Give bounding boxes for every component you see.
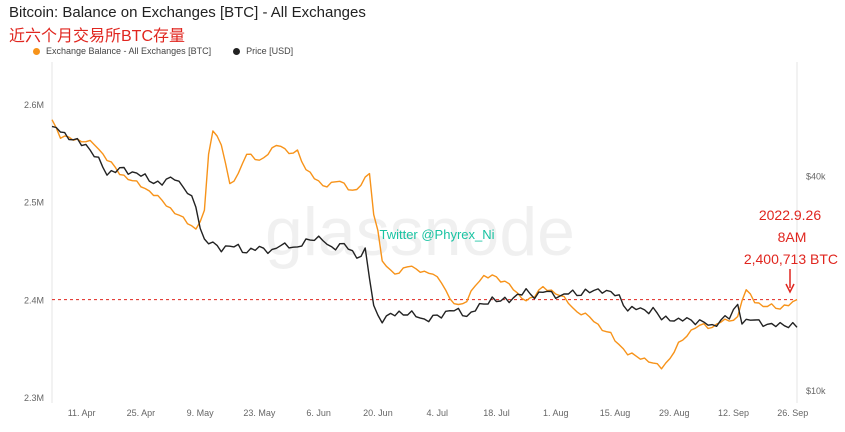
legend-item-price[interactable]: Price [USD]	[233, 46, 293, 56]
y-left-tick-2_5M: 2.5M	[24, 198, 44, 208]
x-tick-15Aug: 15. Aug	[600, 408, 631, 418]
credit-text: Twitter @Phyrex_Ni	[379, 227, 494, 242]
x-tick-20Jun: 20. Jun	[363, 408, 393, 418]
y-left-tick-2_3M: 2.3M	[24, 393, 44, 403]
x-tick-18Jul: 18. Jul	[483, 408, 510, 418]
y-right-tick-40k: $40k	[806, 171, 826, 181]
legend-swatch-exchange-balance	[33, 47, 40, 55]
chart-title: Bitcoin: Balance on Exchanges [BTC] - Al…	[9, 4, 366, 21]
legend-label-exchange-balance: Exchange Balance - All Exchanges [BTC]	[46, 46, 212, 56]
y-left-tick-2_4M: 2.4M	[24, 295, 44, 305]
annotation-date: 2022.9.26	[759, 207, 821, 223]
series-line-price	[51, 125, 798, 329]
x-tick-12Sep: 12. Sep	[718, 408, 749, 418]
x-tick-26Sep: 26. Sep	[777, 408, 808, 418]
x-tick-25Apr: 25. Apr	[127, 408, 156, 418]
x-axis-ticks: 11. Apr 25. Apr 9. May 23. May 6. Jun 20. Jun…	[68, 408, 809, 418]
chart-legend: Exchange Balance - All Exchanges [BTC] P…	[33, 46, 293, 56]
legend-label-price: Price [USD]	[246, 46, 294, 56]
x-tick-1Aug: 1. Aug	[543, 408, 569, 418]
series-line-exchange-balance	[51, 119, 798, 370]
watermark: glassnode	[265, 194, 575, 270]
x-tick-9May: 9. May	[187, 408, 215, 418]
series-layer	[51, 119, 798, 370]
y-axis-left-ticks: 2.3M 2.4M 2.5M 2.6M	[24, 100, 44, 403]
x-tick-4Jul: 4. Jul	[426, 408, 448, 418]
annotation-time: 8AM	[778, 229, 807, 245]
x-tick-29Aug: 29. Aug	[659, 408, 690, 418]
x-tick-6Jun: 6. Jun	[306, 408, 331, 418]
x-tick-23May: 23. May	[243, 408, 276, 418]
annotation-arrow-head	[785, 283, 795, 294]
y-right-tick-10k: $10k	[806, 386, 826, 396]
annotation-value: 2,400,713 BTC	[744, 251, 838, 267]
x-tick-11Apr: 11. Apr	[68, 408, 96, 418]
y-axis-right-ticks: $10k $40k	[806, 171, 826, 395]
legend-item-exchange-balance[interactable]: Exchange Balance - All Exchanges [BTC]	[33, 46, 211, 56]
chart-subtitle: 近六个月交易所BTC存量	[9, 28, 186, 45]
legend-swatch-price	[233, 47, 241, 55]
y-left-tick-2_6M: 2.6M	[24, 100, 44, 110]
